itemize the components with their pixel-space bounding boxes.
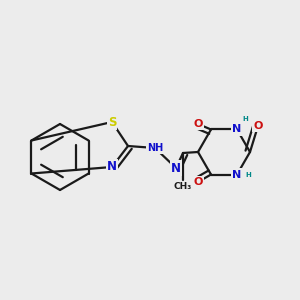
Text: N: N [107,160,117,173]
Text: CH₃: CH₃ [174,182,192,191]
Text: N: N [171,161,181,175]
Text: O: O [193,177,203,187]
Text: N: N [232,169,242,179]
Text: S: S [108,116,116,128]
Text: H: H [242,116,248,122]
Text: O: O [193,119,203,129]
Text: H: H [245,172,251,178]
Text: O: O [253,121,263,131]
Text: NH: NH [147,143,163,153]
Text: N: N [232,124,242,134]
